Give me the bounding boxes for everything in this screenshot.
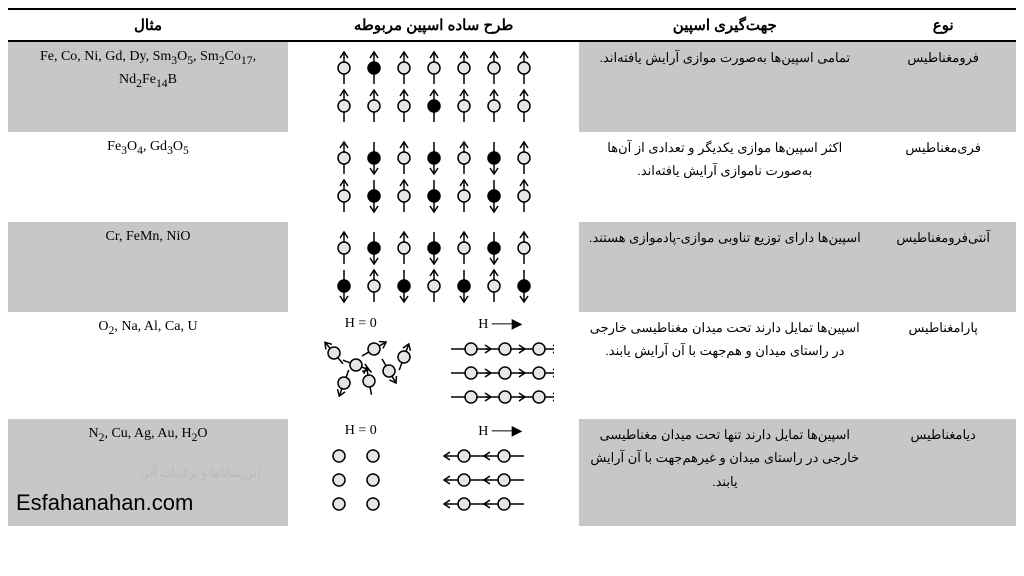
cell-diagram xyxy=(288,132,579,222)
th-example: مثال xyxy=(8,9,288,41)
magnetism-table: مثال طرح ساده اسپین مربوطه جهت‌گیری اسپی… xyxy=(8,8,1016,526)
cell-example: Fe3O4, Gd3O5 xyxy=(8,132,288,222)
th-orientation: جهت‌گیری اسپین xyxy=(579,9,870,41)
cell-example: Cr, FeMn, NiO xyxy=(8,222,288,312)
cell-diagram: H = 0H ──▶ xyxy=(288,419,579,526)
th-diagram: طرح ساده اسپین مربوطه xyxy=(288,9,579,41)
cell-type: پارامغناطیس xyxy=(870,312,1016,419)
cell-type: دیامغناطیس xyxy=(870,419,1016,526)
cell-orientation: اسپین‌ها دارای توزیع تناوبی موازی-پادموا… xyxy=(579,222,870,312)
cell-diagram xyxy=(288,222,579,312)
th-type: نوع xyxy=(870,9,1016,41)
cell-orientation: اسپین‌ها تمایل دارند تنها تحت میدان مغنا… xyxy=(579,419,870,526)
cell-orientation: تمامی اسپین‌ها به‌صورت موازی آرایش یافته… xyxy=(579,41,870,132)
cell-diagram xyxy=(288,41,579,132)
table-row: Fe, Co, Ni, Gd, Dy, Sm3O5, Sm2Co17, Nd2F… xyxy=(8,41,1016,132)
table-row: O2, Na, Al, Ca, U H = 0H ──▶ xyxy=(8,312,1016,419)
cell-diagram: H = 0H ──▶ xyxy=(288,312,579,419)
cell-example: Fe, Co, Ni, Gd, Dy, Sm3O5, Sm2Co17, Nd2F… xyxy=(8,41,288,132)
cell-type: آنتی‌فرومغناطیس xyxy=(870,222,1016,312)
cell-example: O2, Na, Al, Ca, U xyxy=(8,312,288,419)
cell-orientation: اسپین‌ها تمایل دارند تحت میدان مغناطیسی … xyxy=(579,312,870,419)
table-row: Fe3O4, Gd3O5 xyxy=(8,132,1016,222)
cell-type: فرومغناطیس xyxy=(870,41,1016,132)
cell-orientation: اکثر اسپین‌ها موازی یکدیگر و تعدادی از آ… xyxy=(579,132,870,222)
header-row: مثال طرح ساده اسپین مربوطه جهت‌گیری اسپی… xyxy=(8,9,1016,41)
cell-type: فری‌مغناطیس xyxy=(870,132,1016,222)
table-row: Cr, FeMn, NiO xyxy=(8,222,1016,312)
faint-overlay-text: ابررساناها و ترکیبات آلی xyxy=(140,466,260,480)
watermark-text: Esfahanahan.com xyxy=(16,490,193,516)
